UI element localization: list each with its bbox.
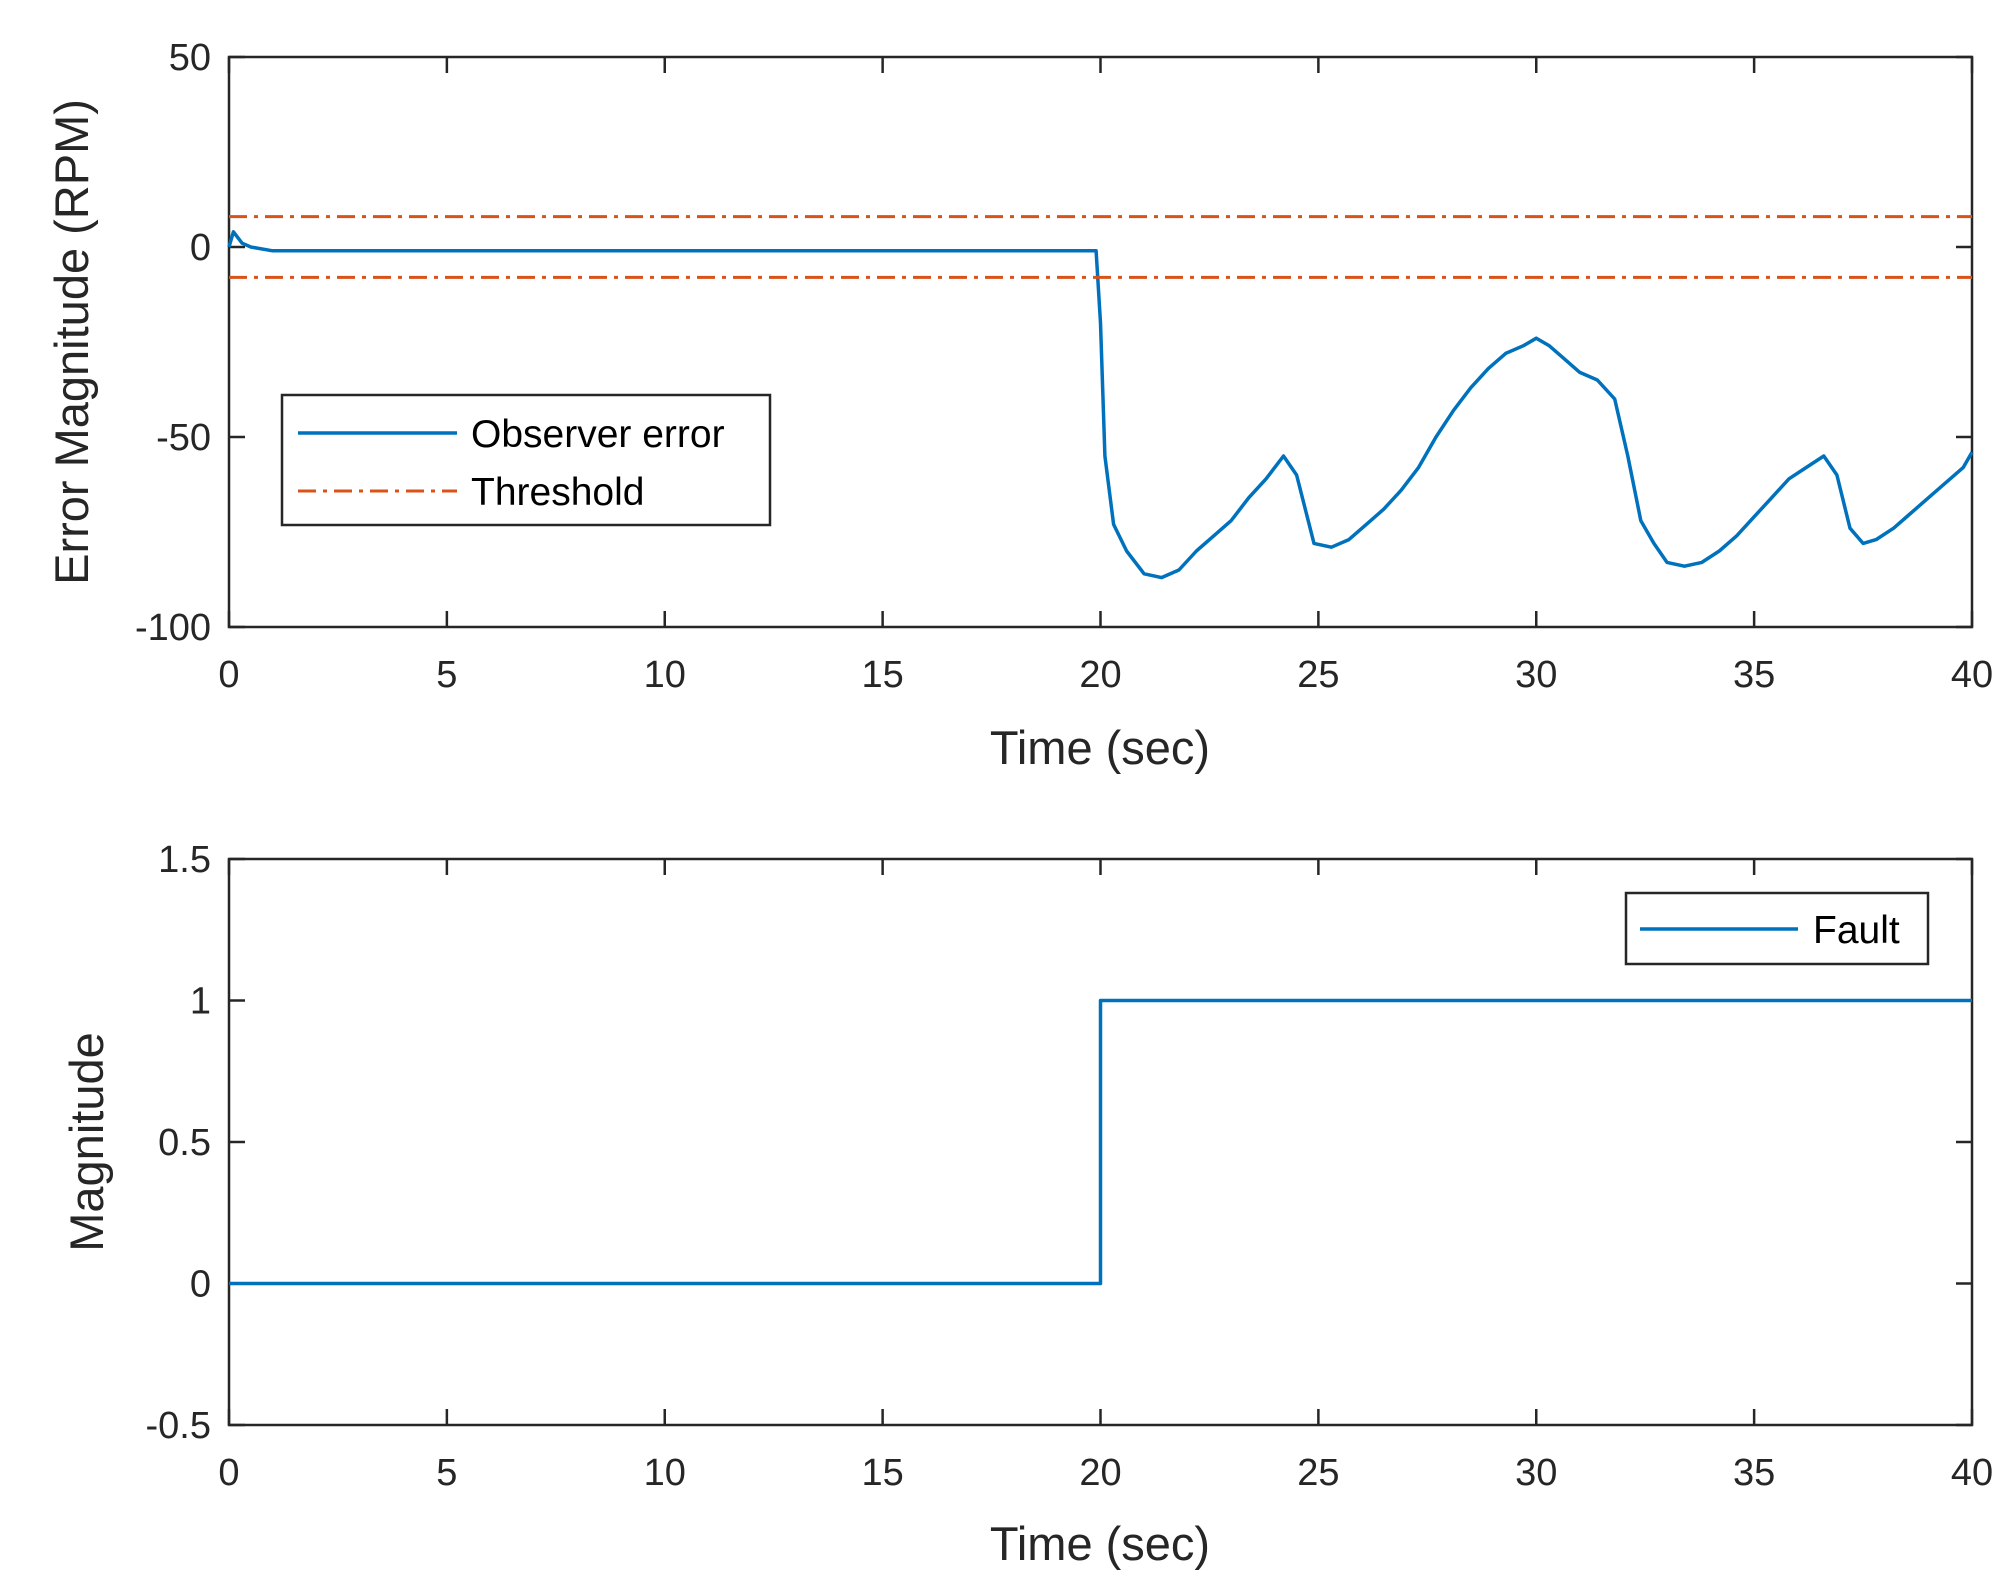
error-x-tick-label: 35 — [1733, 654, 1775, 696]
fault-x-tick-label: 20 — [1079, 1452, 1121, 1494]
fault-y-tick-label: 1 — [190, 981, 211, 1023]
error-y-tick-label: 50 — [169, 37, 211, 79]
fault-x-tick-label: 25 — [1297, 1452, 1339, 1494]
fault-x-tick-label: 15 — [861, 1452, 903, 1494]
error-x-tick-label: 40 — [1951, 654, 1993, 696]
fault-x-ticks: 0 5 10 15 20 25 30 35 40 — [218, 859, 1993, 1494]
error-x-tick-label: 15 — [861, 654, 903, 696]
fault-x-tick-label: 5 — [436, 1452, 457, 1494]
error-y-tick-label: 0 — [190, 227, 211, 269]
error-x-ticks: 0 5 10 15 20 25 30 35 40 — [218, 57, 1993, 696]
error-chart: 0 5 10 15 20 25 30 35 40 50 0 -50 -100 Time (sec) E… — [45, 37, 1993, 774]
error-x-tick-label: 30 — [1515, 654, 1557, 696]
error-y-ticks: 50 0 -50 -100 — [135, 37, 1972, 649]
error-x-tick-label: 0 — [218, 654, 239, 696]
legend-label-observer-error: Observer error — [471, 413, 725, 456]
error-y-axis-title: Error Magnitude (RPM) — [45, 99, 98, 585]
error-x-tick-label: 10 — [644, 654, 686, 696]
fault-x-tick-label: 35 — [1733, 1452, 1775, 1494]
fault-y-tick-label: 0 — [190, 1264, 211, 1306]
error-x-tick-label: 5 — [436, 654, 457, 696]
fault-legend: Fault — [1624, 891, 1930, 966]
error-series-observer-error — [227, 230, 1974, 580]
error-x-tick-label: 25 — [1297, 654, 1339, 696]
fault-y-tick-label: -0.5 — [146, 1405, 211, 1447]
error-series — [227, 215, 1974, 580]
error-x-tick-label: 20 — [1079, 654, 1121, 696]
fault-x-tick-label: 0 — [218, 1452, 239, 1494]
legend-label-threshold: Threshold — [471, 471, 644, 514]
fault-x-axis-title: Time (sec) — [990, 1517, 1210, 1570]
fault-y-tick-label: 1.5 — [158, 839, 211, 881]
error-legend: Observer error Threshold — [280, 393, 772, 527]
fault-x-tick-label: 10 — [644, 1452, 686, 1494]
fault-series — [229, 998, 1972, 1286]
legend-label-fault: Fault — [1813, 909, 1900, 952]
fault-y-axis-title: Magnitude — [60, 1032, 113, 1252]
fault-x-tick-label: 30 — [1515, 1452, 1557, 1494]
fault-series-fault — [229, 998, 1972, 1286]
error-y-tick-label: -100 — [135, 607, 211, 649]
fault-x-tick-label: 40 — [1951, 1452, 1993, 1494]
fault-y-ticks: 1.5 1 0.5 0 -0.5 — [146, 839, 1972, 1447]
error-y-tick-label: -50 — [156, 417, 211, 459]
fault-y-tick-label: 0.5 — [158, 1122, 211, 1164]
error-x-axis-title: Time (sec) — [990, 721, 1210, 774]
fault-chart: 0 5 10 15 20 25 30 35 40 1.510.50-0.5 Time (sec)… — [60, 839, 1993, 1570]
error-legend-box — [280, 393, 772, 527]
